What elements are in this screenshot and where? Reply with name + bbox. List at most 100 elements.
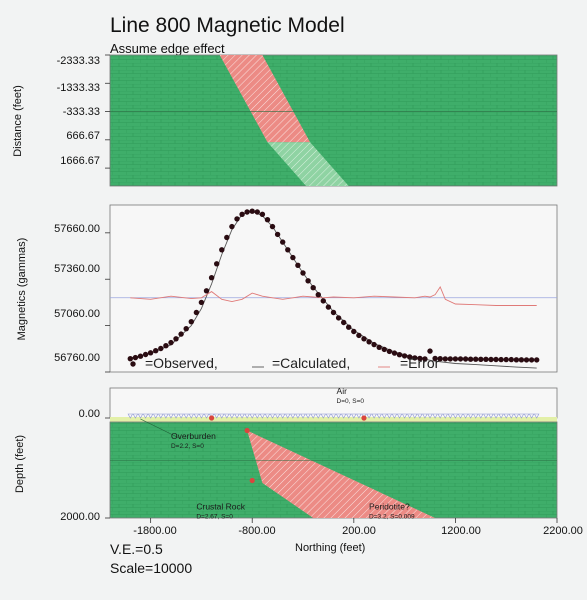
station-marker: [346, 413, 352, 419]
station-marker: [315, 413, 321, 419]
observed-point: [203, 288, 210, 294]
station-marker: [132, 413, 139, 419]
magnetics-tick: 56760.00: [54, 352, 100, 364]
observed-point: [422, 356, 428, 362]
observed-point: [239, 211, 245, 217]
station-marker: [219, 413, 225, 419]
observed-point: [462, 356, 469, 362]
station-marker: [203, 413, 210, 419]
layer-properties: D=2.67, S=0: [196, 514, 233, 521]
vertical-exaggeration-label: V.E.=0.5: [110, 541, 163, 557]
observed-point: [534, 357, 540, 363]
station-marker: [279, 413, 286, 419]
observed-point: [457, 356, 464, 362]
station-marker: [147, 413, 154, 419]
layer-label: Overburden: [171, 431, 216, 441]
legend-observed-label: =Observed,: [145, 355, 218, 371]
magnetics-tick: 57360.00: [54, 263, 100, 275]
station-marker: [290, 413, 296, 419]
observed-point: [224, 234, 230, 241]
observed-point: [432, 355, 438, 362]
station-marker: [381, 413, 388, 419]
observed-point: [417, 355, 423, 362]
observed-point: [132, 354, 139, 361]
station-marker: [406, 413, 413, 419]
station-marker: [371, 413, 377, 419]
observed-point: [147, 350, 154, 356]
station-marker: [488, 413, 494, 419]
station-marker: [467, 413, 474, 419]
observed-point: [269, 223, 276, 230]
layer-properties: D=2.2, S=0: [171, 443, 204, 450]
distance-tick: 666.67: [66, 130, 100, 142]
station-marker: [295, 413, 301, 419]
legend-error-label: =Error: [400, 355, 440, 371]
page-title: Line 800 Magnetic Model: [110, 14, 345, 37]
station-marker: [432, 413, 438, 419]
observed-point: [351, 328, 357, 335]
station-marker: [259, 413, 266, 419]
station-marker: [376, 413, 382, 419]
station-marker: [427, 413, 433, 419]
observed-point: [188, 319, 194, 325]
station-marker: [533, 413, 540, 419]
station-marker: [452, 413, 459, 419]
layer-properties: D=3.2, S=0.009: [369, 514, 415, 521]
model-vertex-marker: [208, 415, 215, 421]
observed-point: [488, 356, 494, 363]
observed-point: [168, 339, 174, 346]
magnetics-tick: 57660.00: [54, 223, 100, 235]
station-marker: [188, 413, 194, 419]
northing-axis-label: Northing (feet): [295, 542, 366, 554]
page-subtitle: Assume edge effect: [110, 41, 225, 56]
station-marker: [417, 413, 423, 419]
observed-point: [523, 357, 530, 363]
observed-point: [528, 357, 535, 363]
observed-point: [407, 354, 413, 360]
observed-point: [229, 223, 235, 230]
station-marker: [351, 413, 357, 419]
overburden-layer: [110, 417, 557, 422]
observed-point: [285, 247, 291, 253]
station-marker: [127, 413, 134, 419]
observed-point: [498, 356, 504, 363]
observed-point: [158, 345, 164, 352]
station-marker: [320, 413, 327, 419]
observed-point: [274, 231, 281, 238]
station-marker: [513, 413, 520, 419]
station-marker: [173, 413, 179, 419]
model-body-polygon: [219, 55, 311, 143]
observed-point: [244, 209, 250, 215]
model-vertex-marker: [361, 415, 367, 421]
station-marker: [503, 413, 509, 419]
air-layer: [109, 387, 558, 419]
model-body-polygon: [267, 142, 349, 186]
station-marker: [325, 413, 332, 419]
station-marker: [356, 413, 362, 419]
observed-point: [467, 356, 474, 362]
model-vertex-marker: [244, 427, 250, 434]
station-marker: [198, 413, 205, 419]
observed-point: [371, 341, 377, 348]
observed-point: [381, 346, 387, 353]
observed-point: [330, 309, 337, 316]
station-marker: [224, 413, 230, 419]
observed-point: [376, 344, 382, 350]
observed-point: [356, 332, 362, 339]
observed-point: [513, 357, 520, 363]
station-marker: [300, 413, 306, 419]
depth-tick: 0.00: [78, 408, 100, 420]
observed-point: [264, 217, 271, 223]
station-marker: [305, 413, 311, 419]
observed-point: [391, 350, 398, 356]
station-marker: [401, 413, 408, 419]
observed-point: [447, 356, 453, 362]
observed-point: [153, 348, 159, 354]
observed-point: [386, 348, 393, 355]
layer-label: Crustal Rock: [196, 502, 245, 512]
observed-point: [401, 353, 408, 359]
observed-point: [173, 336, 179, 342]
station-marker: [386, 413, 393, 419]
layer-label: Air: [337, 386, 348, 396]
